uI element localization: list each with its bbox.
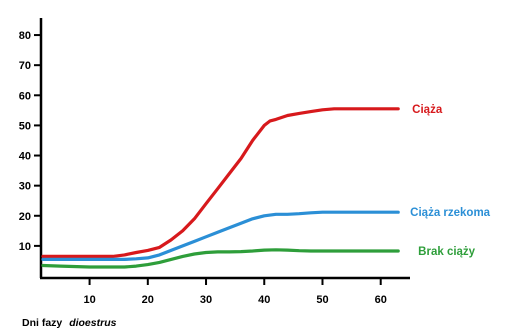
y-tick-label: 20 bbox=[19, 211, 31, 223]
axes bbox=[39, 18, 410, 280]
series-line bbox=[41, 107, 400, 258]
x-tick-label: 30 bbox=[200, 294, 212, 306]
y-tick-label: 30 bbox=[19, 181, 31, 193]
x-tick-label: 10 bbox=[83, 294, 95, 306]
x-axis-title-italic: diοestrus bbox=[69, 317, 116, 329]
y-ticks: 10 20 30 40 50 60 70 80 bbox=[19, 30, 41, 253]
y-tick-label: 60 bbox=[19, 90, 31, 102]
x-tick-label: 60 bbox=[375, 294, 387, 306]
series-lines bbox=[41, 107, 400, 269]
x-axis-title-main: Dni fazy bbox=[22, 317, 62, 329]
x-ticks: 10 20 30 40 50 60 bbox=[83, 278, 387, 306]
x-tick-label: 40 bbox=[258, 294, 270, 306]
series-labels: Ciąża Ciąża rzekoma Brak ciąży bbox=[410, 104, 491, 258]
series-line bbox=[41, 248, 400, 269]
series-line bbox=[41, 210, 400, 261]
x-axis-title: Dni fazy diοestrus bbox=[22, 317, 117, 329]
y-tick-label: 70 bbox=[19, 60, 31, 72]
y-tick-label: 50 bbox=[19, 120, 31, 132]
y-tick-label: 40 bbox=[19, 151, 31, 163]
x-tick-label: 50 bbox=[316, 294, 328, 306]
series-label: Ciąża rzekoma bbox=[410, 207, 491, 219]
y-tick-label: 10 bbox=[19, 241, 31, 253]
series-label: Brak ciąży bbox=[418, 246, 476, 258]
x-tick-label: 20 bbox=[142, 294, 154, 306]
y-tick-label: 80 bbox=[19, 30, 31, 42]
series-label: Ciąża bbox=[412, 104, 443, 116]
